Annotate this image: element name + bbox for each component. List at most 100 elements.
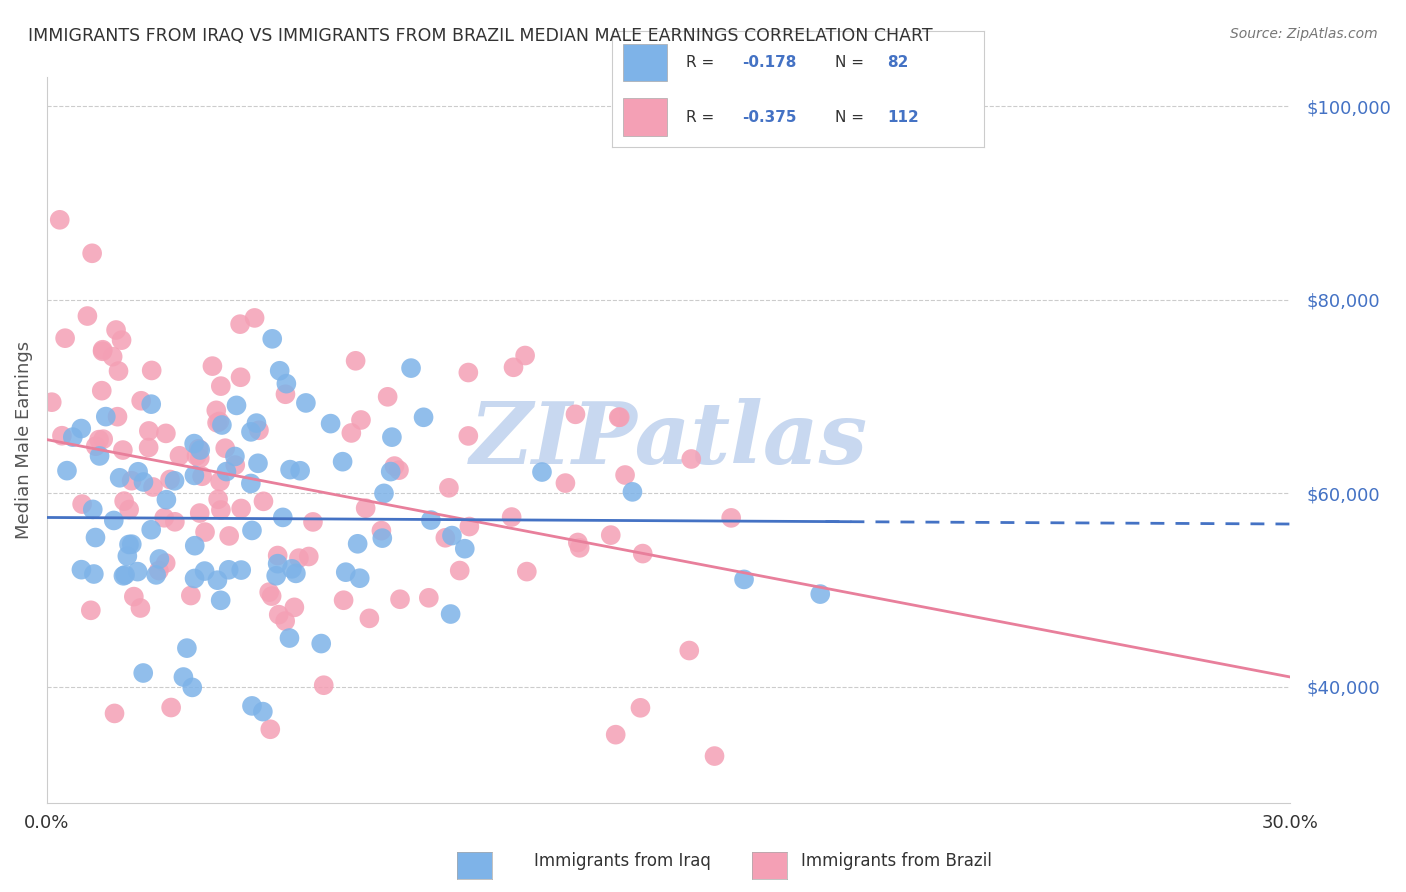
Point	[87, 433, 110, 447]
Point	[41, 395, 63, 409]
Point	[276, 376, 298, 391]
Point	[381, 430, 404, 444]
Point	[567, 535, 589, 549]
Point	[215, 465, 238, 479]
Point	[295, 396, 318, 410]
Point	[380, 465, 402, 479]
Point	[298, 549, 321, 564]
Point	[184, 539, 207, 553]
Point	[155, 556, 177, 570]
Text: Immigrants from Iraq: Immigrants from Iraq	[534, 852, 711, 870]
Point	[354, 501, 377, 516]
Point	[240, 698, 263, 713]
Point	[621, 484, 644, 499]
Point	[218, 563, 240, 577]
Point	[733, 573, 755, 587]
Text: Immigrants from Brazil: Immigrants from Brazil	[801, 852, 993, 870]
Point	[112, 569, 135, 583]
Point	[122, 590, 145, 604]
Point	[439, 607, 461, 621]
Point	[284, 566, 307, 581]
Point	[111, 443, 134, 458]
Point	[207, 573, 229, 587]
Point	[194, 564, 217, 578]
Point	[169, 449, 191, 463]
Point	[516, 565, 538, 579]
Point	[114, 567, 136, 582]
Point	[89, 449, 111, 463]
Point	[129, 393, 152, 408]
Point	[214, 441, 236, 455]
Point	[231, 563, 253, 577]
Point	[163, 474, 186, 488]
Point	[82, 502, 104, 516]
Point	[246, 456, 269, 470]
Point	[208, 414, 231, 428]
Point	[335, 565, 357, 579]
Point	[172, 670, 194, 684]
Point	[278, 631, 301, 645]
FancyBboxPatch shape	[623, 98, 668, 136]
Point	[194, 524, 217, 539]
Point	[84, 531, 107, 545]
Point	[176, 641, 198, 656]
Point	[564, 407, 586, 421]
Text: -0.375: -0.375	[742, 110, 797, 125]
Point	[145, 567, 167, 582]
Point	[373, 486, 395, 500]
Point	[599, 528, 621, 542]
Point	[245, 416, 267, 430]
Point	[312, 678, 335, 692]
Point	[121, 474, 143, 488]
Point	[129, 601, 152, 615]
Point	[91, 344, 114, 359]
Point	[388, 463, 411, 477]
Point	[384, 459, 406, 474]
Point	[107, 364, 129, 378]
Point	[288, 464, 311, 478]
Point	[288, 551, 311, 566]
Point	[349, 571, 371, 585]
Point	[229, 370, 252, 384]
Point	[370, 524, 392, 538]
Text: 82: 82	[887, 55, 908, 70]
Point	[127, 465, 149, 479]
Point	[319, 417, 342, 431]
Point	[70, 497, 93, 511]
Point	[121, 537, 143, 551]
Text: 112: 112	[887, 110, 920, 125]
Point	[631, 547, 654, 561]
Point	[103, 513, 125, 527]
Point	[454, 541, 477, 556]
Point	[224, 458, 246, 472]
Point	[159, 473, 181, 487]
Text: R =: R =	[686, 55, 720, 70]
Point	[112, 494, 135, 508]
Text: ZIPatlas: ZIPatlas	[470, 398, 868, 482]
Point	[155, 426, 177, 441]
Point	[437, 481, 460, 495]
Text: -0.178: -0.178	[742, 55, 796, 70]
Point	[53, 331, 76, 345]
Point	[281, 562, 304, 576]
Point	[412, 410, 434, 425]
Point	[118, 537, 141, 551]
Point	[434, 531, 457, 545]
Point	[269, 364, 291, 378]
Point	[607, 410, 630, 425]
Point	[302, 515, 325, 529]
Point	[62, 430, 84, 444]
Point	[262, 332, 284, 346]
Point	[76, 309, 98, 323]
Point	[188, 506, 211, 520]
Point	[108, 471, 131, 485]
Point	[458, 519, 481, 533]
Point	[350, 413, 373, 427]
Point	[808, 587, 831, 601]
Point	[218, 529, 240, 543]
Point	[83, 567, 105, 582]
Point	[278, 462, 301, 476]
Point	[117, 549, 139, 563]
Point	[340, 425, 363, 440]
Point	[84, 439, 107, 453]
